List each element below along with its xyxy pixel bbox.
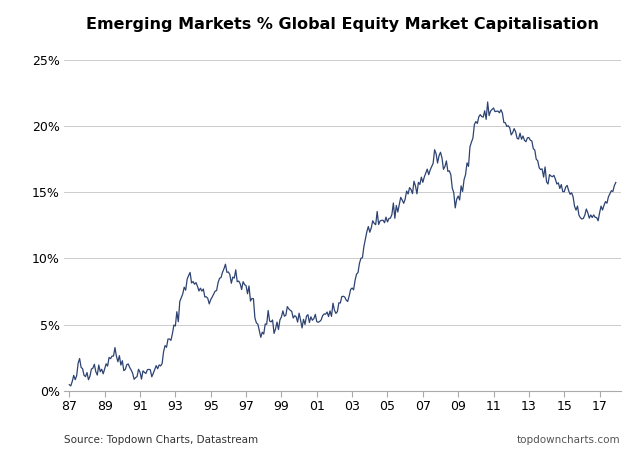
- Text: topdowncharts.com: topdowncharts.com: [517, 435, 621, 445]
- Title: Emerging Markets % Global Equity Market Capitalisation: Emerging Markets % Global Equity Market …: [86, 18, 599, 32]
- Text: Source: Topdown Charts, Datastream: Source: Topdown Charts, Datastream: [64, 435, 258, 445]
